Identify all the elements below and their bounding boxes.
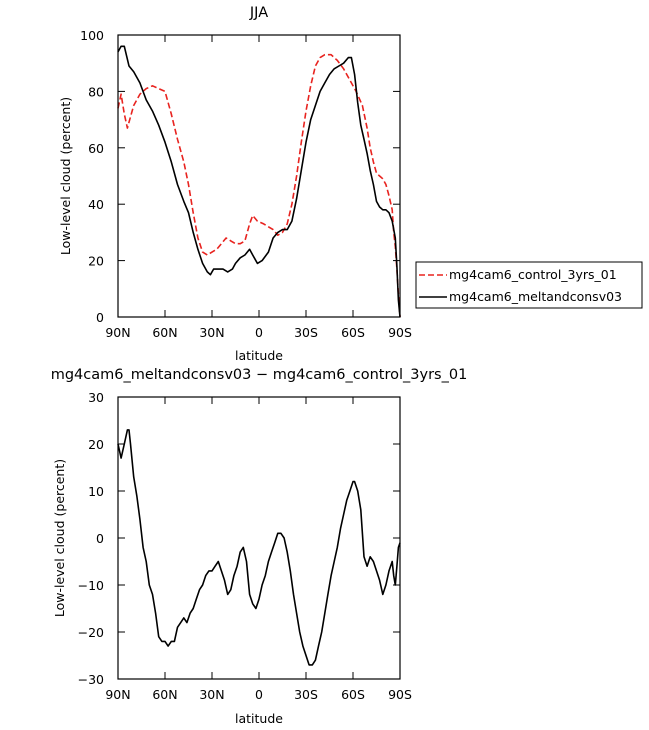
chart-bottom-ticks: 90N 60N 30N 0 30S 60S 90S −30 −20 −10 0 10 20 30 (78, 390, 412, 702)
chart-bottom-x-tick-label: 90N (105, 687, 130, 702)
chart-top-y-tick-label: 100 (80, 28, 104, 43)
chart-bottom-x-tick-label: 60N (152, 687, 177, 702)
chart-bottom-y-tick-label: −20 (78, 625, 104, 640)
chart-top-y-tick-label: 80 (88, 84, 104, 99)
chart-top-y-tick-label: 20 (88, 254, 104, 269)
chart-bottom-x-tick-label: 90S (388, 687, 412, 702)
chart-bottom-y-tick-label: 30 (88, 390, 104, 405)
chart-top-series-layer (117, 45, 401, 318)
chart-top-y-tick-label: 0 (96, 310, 104, 325)
chart-top-x-tick-label: 0 (255, 325, 263, 340)
legend-label-control: mg4cam6_control_3yrs_01 (449, 267, 617, 282)
chart-bottom-series-layer (117, 429, 401, 666)
chart-bottom-y-tick-label: −10 (78, 578, 104, 593)
chart-top-y-axis-label: Low-level cloud (percent) (58, 97, 73, 255)
chart-top: JJA 90N 60N 30N 0 30S 60S 90S 0 20 40 60 80 100 lati… (58, 5, 643, 363)
chart-top-y-tick-label: 40 (88, 197, 104, 212)
chart-top-ticks: 90N 60N 30N 0 30S 60S 90S 0 20 40 60 80 100 (80, 28, 412, 340)
chart-bottom-x-tick-label: 60S (341, 687, 365, 702)
chart-bottom-x-tick-label: 30S (294, 687, 318, 702)
chart-bottom-y-tick-label: 10 (88, 484, 104, 499)
chart-bottom-y-tick-label: −30 (78, 672, 104, 687)
chart-top-x-tick-label: 30N (199, 325, 224, 340)
chart-top-x-tick-label: 30S (294, 325, 318, 340)
legend-box (415, 261, 643, 309)
chart-bottom-y-tick-label: 20 (88, 437, 104, 452)
chart-bottom-y-tick-label: 0 (96, 531, 104, 546)
chart-top-x-tick-label: 90S (388, 325, 412, 340)
chart-top-series-line-1 (117, 45, 401, 318)
chart-bottom-y-axis-label: Low-level cloud (percent) (52, 459, 67, 617)
chart-bottom-series-line-0 (117, 429, 401, 666)
chart-bottom-x-tick-label: 30N (199, 687, 224, 702)
chart-bottom-x-tick-label: 0 (255, 687, 263, 702)
legend-label-meltandconsv: mg4cam6_meltandconsv03 (449, 289, 622, 304)
chart-bottom-x-axis-label: latitude (235, 711, 283, 726)
chart-bottom-title: mg4cam6_meltandconsv03 − mg4cam6_control… (51, 367, 468, 383)
chart-top-title: JJA (249, 5, 268, 21)
chart-top-x-tick-label: 90N (105, 325, 130, 340)
chart-top-x-tick-label: 60S (341, 325, 365, 340)
chart-top-y-tick-label: 60 (88, 141, 104, 156)
chart-top-x-axis-label: latitude (235, 348, 283, 363)
chart-top-legend: mg4cam6_control_3yrs_01 mg4cam6_meltandc… (415, 261, 643, 309)
chart-top-plot-frame (117, 34, 401, 318)
chart-top-x-tick-label: 60N (152, 325, 177, 340)
chart-top-series-line-0 (117, 53, 401, 318)
chart-bottom: mg4cam6_meltandconsv03 − mg4cam6_control… (51, 367, 468, 726)
chart-bottom-plot-frame (117, 396, 401, 680)
